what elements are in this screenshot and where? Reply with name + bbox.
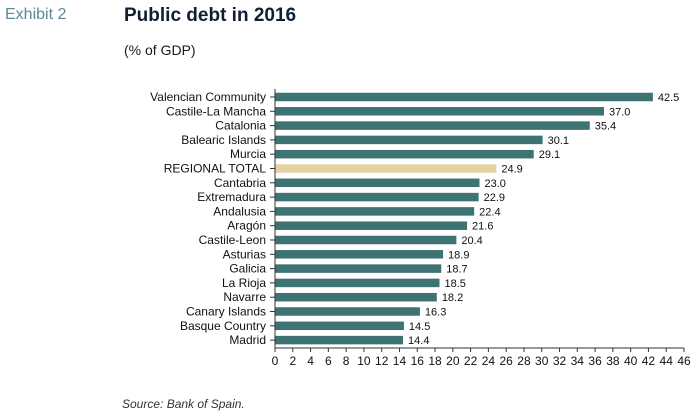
bar [275, 164, 497, 173]
bar [275, 135, 543, 145]
category-label: Extremadura [197, 190, 266, 204]
category-label: Andalusia [213, 204, 266, 218]
bar [275, 92, 653, 102]
x-tick-label: 4 [307, 354, 314, 368]
value-label: 14.5 [409, 321, 430, 333]
value-label: 24.9 [501, 164, 522, 176]
bar [275, 121, 590, 130]
value-label: 37.0 [609, 106, 630, 118]
value-label: 18.9 [448, 249, 469, 261]
x-tick-label: 26 [499, 354, 513, 368]
category-label: Valencian Community [150, 90, 266, 104]
category-label: Canary Islands [186, 305, 266, 319]
x-tick-label: 30 [535, 354, 549, 368]
x-tick-label: 14 [393, 354, 407, 368]
category-label: La Rioja [222, 276, 266, 290]
bar [275, 107, 604, 116]
x-tick-label: 38 [606, 354, 620, 368]
x-tick-label: 28 [517, 354, 531, 368]
bar [275, 292, 437, 302]
bar [275, 149, 534, 159]
x-tick-label: 42 [642, 354, 656, 368]
x-tick-label: 18 [428, 354, 442, 368]
value-label: 18.2 [442, 292, 463, 304]
x-tick-label: 34 [571, 354, 585, 368]
category-label: Castile-Leon [199, 233, 266, 247]
value-label: 23.0 [485, 178, 506, 190]
bar [275, 192, 479, 202]
x-tick-label: 24 [482, 354, 496, 368]
x-tick-label: 20 [446, 354, 460, 368]
bar [275, 321, 404, 331]
x-tick-label: 32 [553, 354, 567, 368]
x-tick-label: 16 [411, 354, 425, 368]
x-tick-label: 46 [677, 354, 691, 368]
category-label: Navarre [223, 290, 266, 304]
x-tick-label: 6 [325, 354, 332, 368]
value-label: 42.5 [658, 92, 679, 104]
bar [275, 264, 442, 273]
x-tick-label: 36 [588, 354, 602, 368]
x-tick-label: 8 [343, 354, 350, 368]
category-label: Cantabria [214, 176, 266, 190]
x-tick-label: 10 [357, 354, 371, 368]
chart-title: Public debt in 2016 [124, 5, 297, 26]
category-label: Castile-La Mancha [166, 104, 266, 118]
bar [275, 235, 457, 245]
source-note: Source: Bank of Spain. [122, 397, 245, 411]
category-label: Madrid [229, 333, 266, 347]
x-axis: 0 2 4 6 8 10 12 14 16 18 20 22 24 26 28 30 32 34 36 38 40 42 4… [272, 89, 691, 368]
bar [275, 250, 444, 259]
x-tick-label: 0 [272, 354, 279, 368]
bars-layer: Valencian Community 42.5 Castile-La Mancha… [150, 90, 679, 347]
value-label: 21.6 [472, 221, 493, 233]
category-label: Balearic Islands [181, 133, 266, 147]
bar [275, 207, 475, 216]
x-tick-label: 44 [660, 354, 674, 368]
value-label: 35.4 [595, 121, 616, 133]
x-tick-label: 40 [624, 354, 638, 368]
x-tick-label: 2 [289, 354, 296, 368]
value-label: 22.4 [479, 206, 500, 218]
bar [275, 278, 440, 288]
value-label: 20.4 [461, 235, 482, 247]
chart-subtitle: (% of GDP) [124, 42, 196, 58]
value-label: 14.4 [408, 335, 429, 347]
bar [275, 221, 468, 230]
value-label: 18.5 [444, 278, 465, 290]
value-label: 18.7 [446, 264, 467, 276]
x-tick-label: 12 [375, 354, 389, 368]
category-label: Murcia [230, 147, 266, 161]
value-label: 16.3 [425, 307, 446, 319]
category-label: REGIONAL TOTAL [164, 162, 267, 176]
category-label: Galicia [229, 262, 266, 276]
bar [275, 307, 420, 316]
value-label: 30.1 [548, 135, 569, 147]
bar [275, 178, 480, 188]
category-label: Aragón [227, 219, 266, 233]
category-label: Catalonia [215, 119, 266, 133]
category-label: Basque Country [180, 319, 266, 333]
value-label: 22.9 [484, 192, 505, 204]
value-label: 29.1 [539, 149, 560, 161]
exhibit-label: Exhibit 2 [5, 6, 67, 23]
x-tick-label: 22 [464, 354, 478, 368]
bar [275, 335, 404, 345]
category-label: Asturias [223, 247, 266, 261]
